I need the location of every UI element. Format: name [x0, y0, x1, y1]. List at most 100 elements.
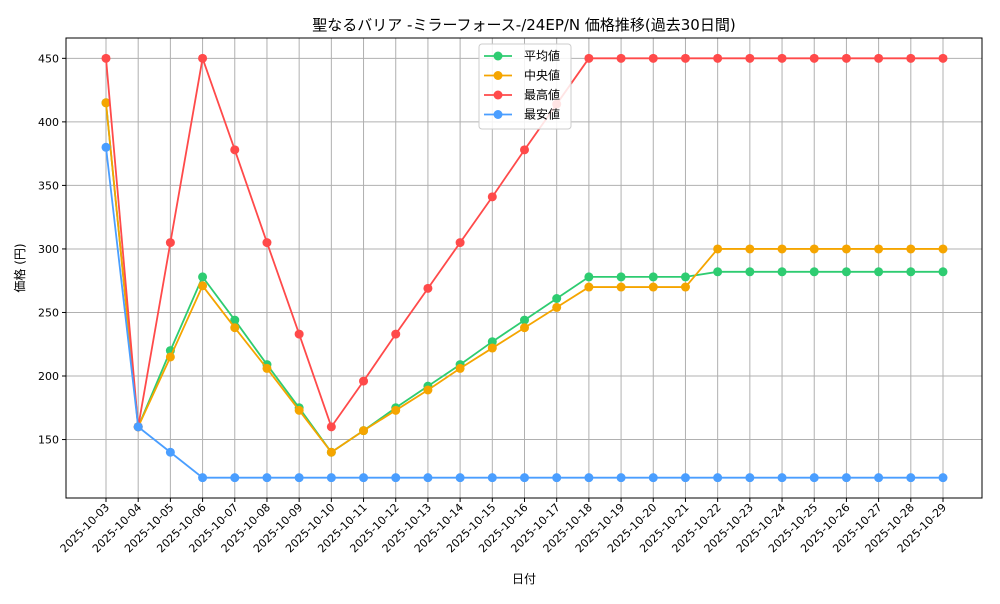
data-point: [906, 53, 916, 63]
data-point: [648, 473, 658, 483]
data-point: [906, 267, 916, 277]
data-point: [552, 302, 562, 312]
data-point: [648, 282, 658, 292]
series-最安値: [101, 142, 948, 483]
data-point: [745, 473, 755, 483]
data-point: [326, 447, 336, 457]
data-point: [809, 473, 819, 483]
data-point: [616, 272, 626, 282]
y-tick-label: 150: [38, 434, 59, 447]
data-point: [455, 238, 465, 248]
data-point: [938, 267, 948, 277]
data-point: [713, 53, 723, 63]
legend-label: 最安値: [524, 107, 560, 122]
data-point: [616, 473, 626, 483]
data-point: [745, 267, 755, 277]
data-point: [616, 282, 626, 292]
data-point: [777, 267, 787, 277]
series-group: [101, 53, 948, 483]
data-point: [938, 53, 948, 63]
x-axis-label: 日付: [512, 572, 536, 586]
data-point: [326, 422, 336, 432]
data-point: [520, 473, 529, 483]
legend-label: 最高値: [524, 87, 560, 102]
data-point: [874, 53, 884, 63]
data-point: [294, 405, 304, 415]
data-point: [262, 363, 272, 373]
data-point: [520, 323, 529, 333]
data-point: [552, 473, 562, 483]
y-tick-label: 400: [38, 116, 59, 129]
legend-marker: [493, 90, 503, 100]
data-point: [262, 473, 272, 483]
data-point: [809, 244, 819, 254]
data-point: [680, 272, 690, 282]
data-point: [584, 282, 594, 292]
legend-marker: [493, 51, 503, 61]
data-point: [938, 473, 948, 483]
data-point: [520, 315, 529, 325]
data-point: [487, 473, 497, 483]
data-point: [230, 315, 240, 325]
data-point: [648, 272, 658, 282]
y-axis: 150 200 250 300 350 400 450: [38, 52, 66, 447]
legend-box: [478, 43, 572, 130]
data-point: [713, 473, 723, 483]
data-point: [359, 426, 369, 436]
y-tick-label: 250: [38, 306, 59, 319]
y-tick-label: 300: [38, 243, 59, 256]
data-point: [230, 323, 240, 333]
grid: [66, 38, 982, 498]
data-point: [101, 142, 111, 152]
y-tick-label: 350: [38, 179, 59, 192]
data-point: [713, 267, 723, 277]
data-point: [874, 267, 884, 277]
data-point: [520, 145, 529, 155]
legend-marker: [493, 71, 503, 80]
data-point: [841, 53, 851, 63]
data-point: [680, 53, 690, 63]
data-point: [777, 53, 787, 63]
y-tick-label: 200: [38, 370, 59, 383]
series-最高値: [101, 53, 948, 432]
data-point: [680, 473, 690, 483]
data-point: [745, 244, 755, 254]
data-point: [552, 293, 562, 303]
data-point: [616, 53, 626, 63]
y-axis-label: 価格 (円): [12, 243, 27, 292]
data-point: [423, 473, 433, 483]
legend-label: 中央値: [524, 68, 560, 83]
data-point: [423, 385, 433, 395]
data-point: [809, 53, 819, 63]
data-point: [713, 244, 723, 254]
data-point: [391, 405, 401, 415]
data-point: [423, 283, 433, 293]
data-point: [938, 244, 948, 254]
data-point: [359, 473, 369, 483]
data-point: [680, 282, 690, 292]
data-point: [584, 473, 594, 483]
data-point: [841, 244, 851, 254]
data-point: [906, 244, 916, 254]
chart-title: 聖なるバリア -ミラーフォース-/24EP/N 価格推移(過去30日間): [312, 16, 735, 34]
data-point: [230, 473, 240, 483]
data-point: [777, 473, 787, 483]
data-point: [391, 329, 401, 339]
data-point: [198, 473, 208, 483]
data-point: [359, 376, 369, 386]
data-point: [648, 53, 658, 63]
data-point: [584, 272, 594, 282]
data-point: [455, 363, 465, 373]
data-point: [165, 238, 175, 248]
data-point: [101, 98, 111, 108]
data-point: [809, 267, 819, 277]
data-point: [584, 53, 594, 63]
data-point: [230, 145, 240, 155]
legend-marker: [493, 110, 503, 119]
data-point: [841, 473, 851, 483]
data-point: [391, 473, 401, 483]
data-point: [101, 53, 111, 63]
data-point: [198, 281, 208, 291]
